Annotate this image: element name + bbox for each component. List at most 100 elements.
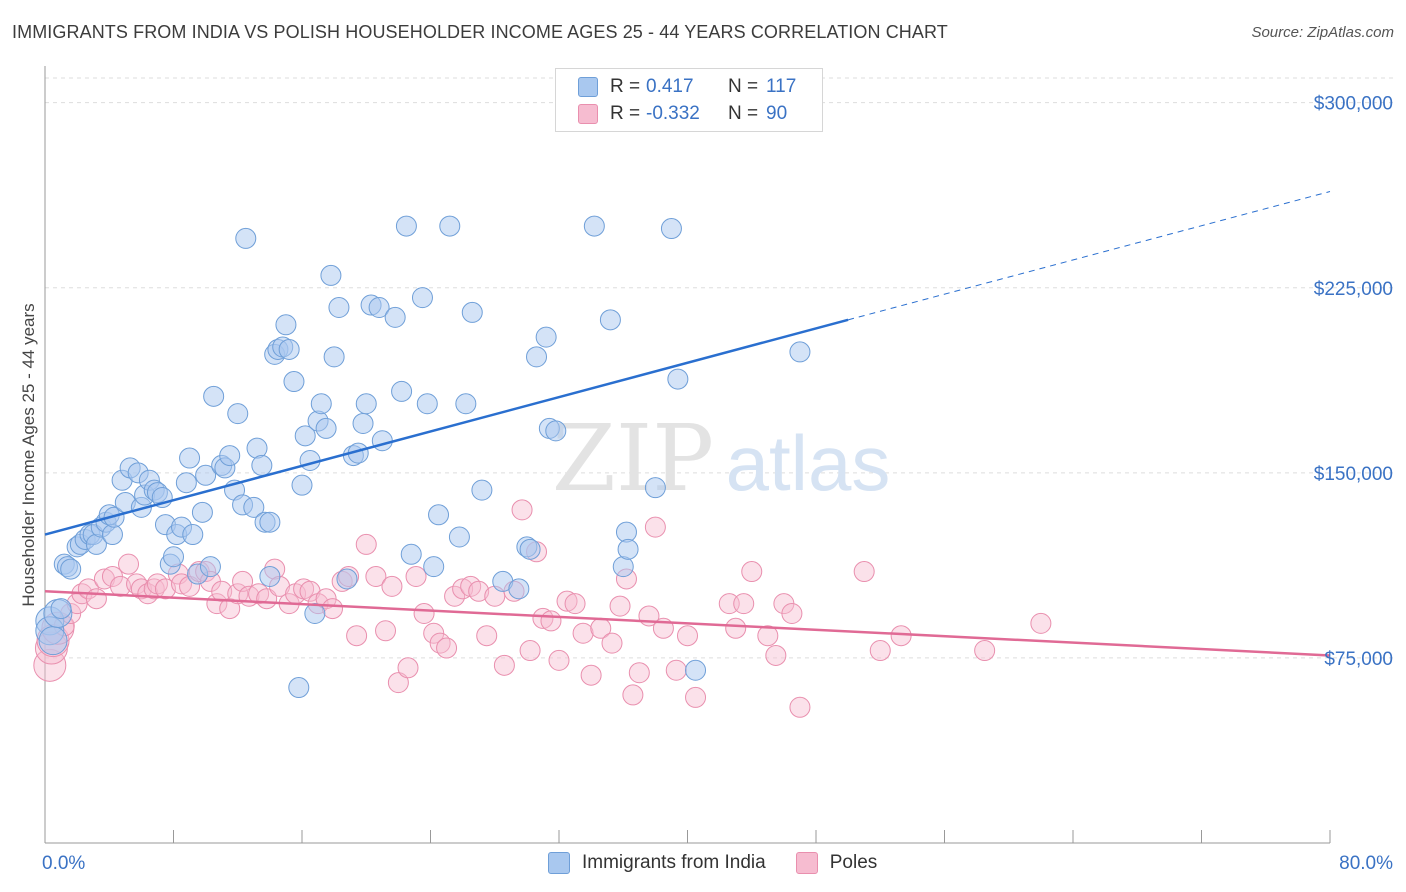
india-point — [368, 297, 390, 318]
india-trendline — [44, 318, 849, 536]
watermark-atlas: atlas — [726, 419, 891, 507]
axis-labels: $75,000 $150,000 $225,000 $300,000 0.0% 80.0%… — [19, 94, 1393, 874]
poles-point — [519, 640, 541, 662]
india-point — [227, 403, 249, 425]
poles-point — [685, 686, 707, 708]
poles-point — [154, 578, 176, 600]
poles-point — [974, 640, 996, 662]
india-point — [612, 556, 634, 578]
x-tick-label-max: 80.0% — [1339, 853, 1393, 874]
india-point — [617, 538, 639, 560]
poles-point — [468, 580, 490, 602]
poles-point — [540, 610, 562, 632]
poles-point — [757, 625, 779, 647]
india-point — [428, 504, 450, 526]
india-point — [278, 338, 300, 360]
poles-point — [765, 644, 787, 666]
india-point — [323, 346, 345, 368]
correlation-legend: R = 0.417 N = 117 R = -0.332 N = 90 — [555, 68, 823, 132]
poles-point — [869, 640, 891, 662]
poles-point — [322, 598, 344, 620]
india-point — [304, 603, 326, 624]
legend-row-india: R = 0.417 N = 117 — [578, 74, 796, 100]
india-point — [455, 393, 477, 415]
india-point — [355, 393, 377, 415]
india-point — [423, 556, 445, 578]
poles-point — [601, 632, 623, 654]
india-point — [400, 543, 422, 565]
india-point — [395, 215, 417, 237]
poles-point — [733, 593, 755, 615]
y-tick-label: $150,000 — [1314, 464, 1393, 485]
india-points — [35, 215, 811, 699]
india-point — [235, 227, 257, 249]
india-point — [667, 368, 689, 390]
poles-point — [677, 625, 698, 647]
poles-point — [476, 625, 498, 647]
india-point — [545, 420, 567, 442]
poles-point — [718, 593, 740, 615]
series-legend-poles[interactable]: Poles — [795, 852, 878, 874]
india-point — [644, 477, 666, 499]
poles-point — [890, 625, 912, 647]
india-point — [191, 501, 213, 523]
poles-point — [580, 664, 602, 686]
legend-swatch-poles — [578, 104, 598, 124]
india-point — [371, 430, 393, 452]
poles-point — [346, 625, 368, 647]
india-point — [246, 437, 268, 459]
india-point — [179, 447, 201, 469]
series-swatch-india — [548, 852, 570, 874]
india-point — [352, 412, 374, 434]
india-trendline-extension — [847, 191, 1331, 321]
poles-point — [118, 553, 140, 575]
poles-point — [444, 585, 466, 607]
poles-point — [564, 593, 586, 615]
india-point — [283, 371, 305, 393]
poles-point — [365, 565, 387, 587]
legend-n-value: 90 — [766, 103, 788, 124]
india-point — [259, 511, 281, 533]
series-legend-india[interactable]: Immigrants from India — [548, 852, 766, 874]
series-swatch-poles — [795, 852, 818, 874]
india-point — [685, 659, 707, 681]
india-point — [195, 464, 217, 486]
india-point — [275, 314, 297, 336]
poles-trendline — [44, 590, 1331, 657]
india-point — [251, 454, 273, 476]
india-point — [175, 472, 197, 494]
poles-point — [452, 578, 474, 600]
legend-n-label: N = — [728, 103, 759, 124]
legend-n-label: N = — [728, 76, 759, 97]
y-tick-label: $75,000 — [1324, 649, 1393, 670]
poles-point — [381, 575, 403, 597]
watermark-zip: ZIP — [552, 405, 714, 512]
poles-point — [548, 649, 570, 671]
india-point — [203, 385, 225, 407]
poles-point — [532, 607, 554, 629]
poles-point — [85, 588, 107, 610]
india-point — [50, 598, 72, 620]
india-point — [519, 538, 541, 560]
poles-point — [853, 561, 875, 583]
india-point — [384, 306, 406, 328]
poles-point — [628, 662, 650, 684]
india-point — [535, 326, 557, 348]
india-point — [328, 297, 350, 318]
series-label-poles: Poles — [829, 852, 878, 873]
india-point — [336, 568, 358, 590]
poles-point — [644, 516, 666, 538]
chart-title: IMMIGRANTS FROM INDIA VS POLISH HOUSEHOL… — [12, 22, 948, 42]
poles-point — [789, 696, 811, 718]
india-point — [219, 445, 241, 467]
legend-r-value: 0.417 — [646, 76, 694, 97]
india-point — [291, 474, 313, 496]
india-point — [38, 626, 68, 656]
india-point — [461, 301, 483, 323]
india-point — [243, 496, 265, 518]
india-point — [320, 264, 342, 286]
legend-swatch-india — [578, 77, 598, 97]
poles-point — [741, 561, 763, 583]
grid-lines — [45, 77, 1395, 659]
